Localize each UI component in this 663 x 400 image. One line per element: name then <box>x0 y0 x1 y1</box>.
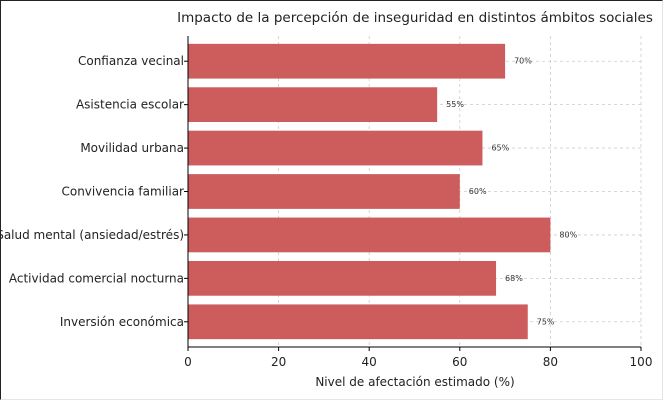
data-label-0: 70% <box>514 57 532 66</box>
chart-title: Impacto de la percepción de inseguridad … <box>177 10 653 26</box>
x-tick-label-0: 0 <box>184 355 192 369</box>
x-tick-label-4: 80 <box>543 355 558 369</box>
bar-2 <box>188 130 483 166</box>
data-label-1: 55% <box>446 100 464 109</box>
category-label-3: Convivencia familiar <box>61 185 184 199</box>
category-label-2: Movilidad urbana <box>80 141 184 155</box>
y-category-labels: Confianza vecinal Asistencia escolar Movil… <box>0 54 184 329</box>
bar-5 <box>188 260 497 296</box>
axes <box>184 36 641 348</box>
bar-6 <box>188 304 528 340</box>
data-label-4: 80% <box>559 230 577 239</box>
x-tick-label-3: 60 <box>452 355 467 369</box>
category-label-1: Asistencia escolar <box>76 98 184 112</box>
bar-0 <box>188 43 506 79</box>
x-ticks: 0 20 40 60 80 100 <box>184 347 652 369</box>
category-label-4: Salud mental (ansiedad/estrés) <box>0 228 184 242</box>
bar-3 <box>188 174 460 209</box>
bar-4 <box>188 217 551 253</box>
bars <box>188 43 551 340</box>
category-label-5: Actividad comercial nocturna <box>9 271 184 285</box>
category-label-6: Inversión económica <box>60 315 184 329</box>
data-labels: 70% 55% 65% 60% 80% 68% 75% <box>446 57 577 327</box>
data-label-3: 60% <box>469 187 487 196</box>
data-label-6: 75% <box>537 317 555 326</box>
x-tick-label-5: 100 <box>630 355 653 369</box>
x-tick-label-2: 40 <box>362 355 377 369</box>
data-label-5: 68% <box>505 274 523 283</box>
data-label-2: 65% <box>491 144 509 153</box>
x-tick-label-1: 20 <box>271 355 286 369</box>
x-axis-label: Nivel de afectación estimado (%) <box>315 375 514 389</box>
bar-1 <box>188 87 438 123</box>
category-label-0: Confianza vecinal <box>78 54 184 68</box>
